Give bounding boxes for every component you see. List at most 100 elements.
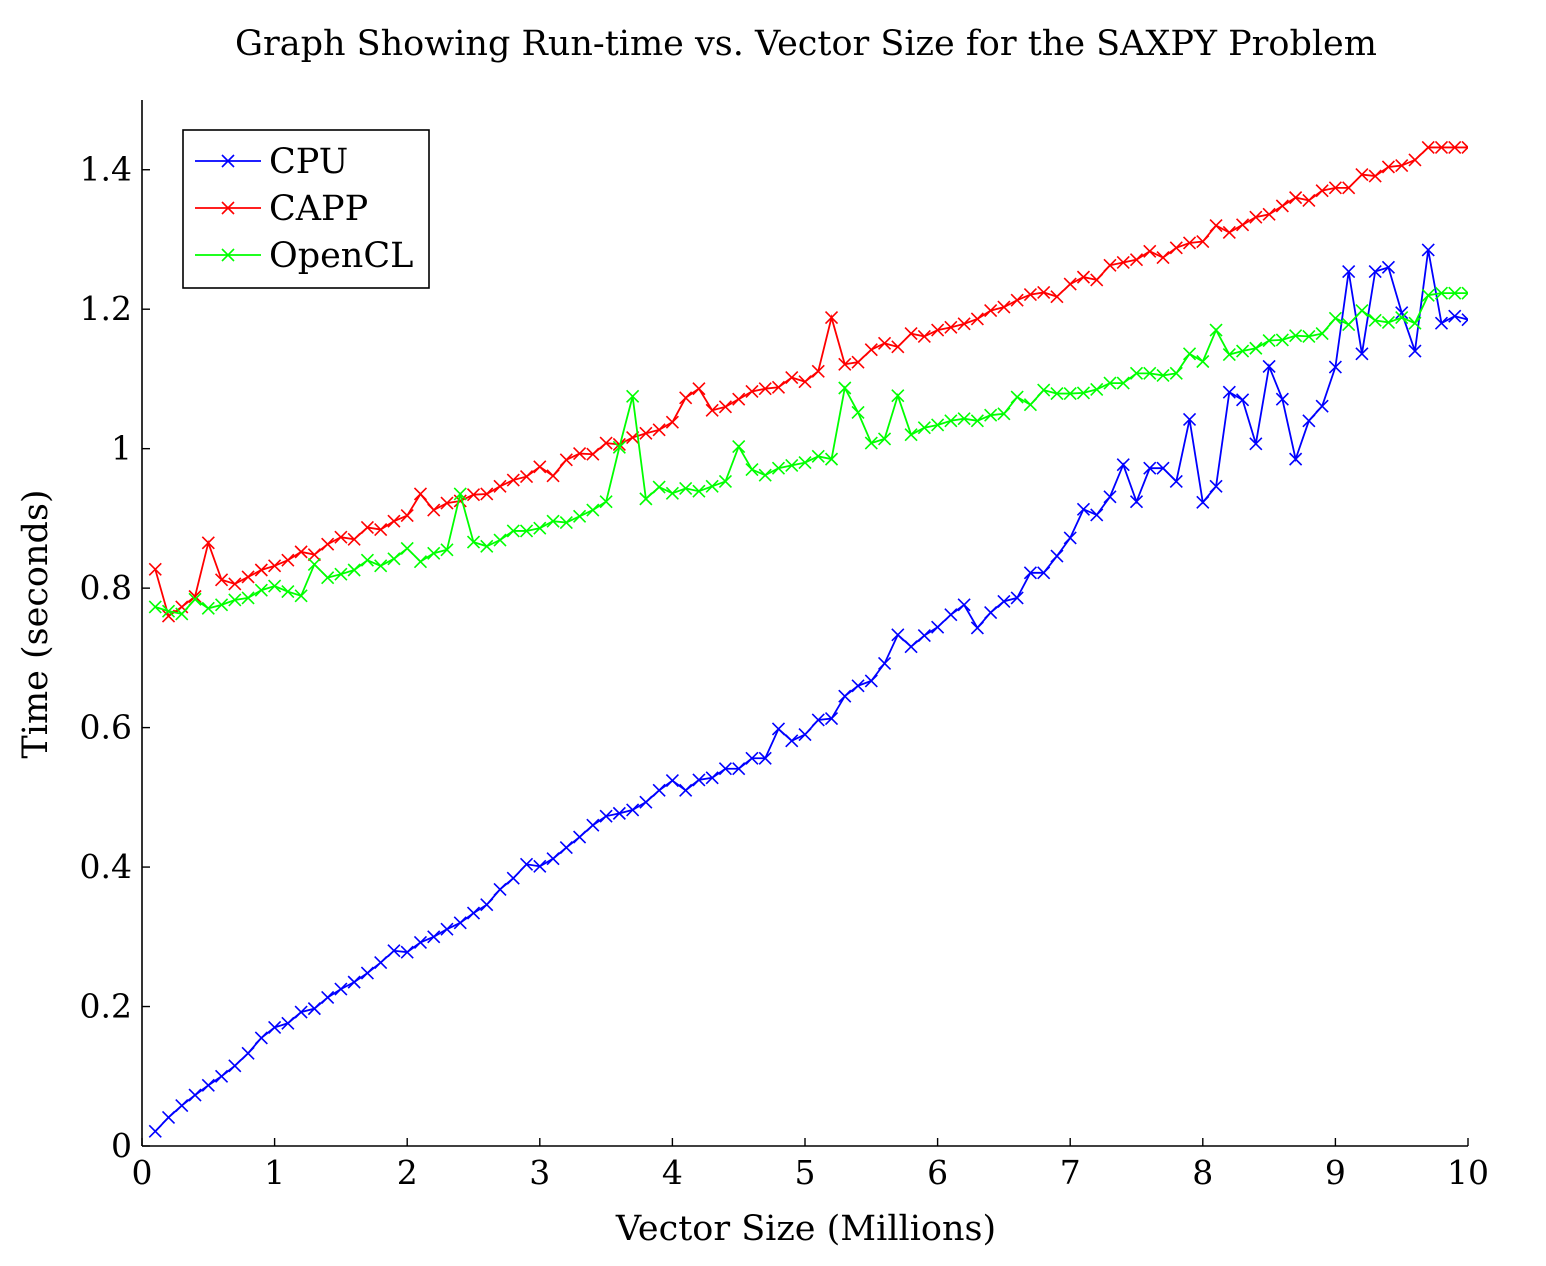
data-point-opencl — [573, 509, 587, 523]
data-point-capp — [427, 503, 441, 517]
data-point-opencl — [1434, 286, 1449, 300]
data-point-capp — [1434, 140, 1449, 154]
data-point-cpu — [679, 783, 693, 797]
data-point-capp — [1090, 273, 1104, 287]
data-point-cpu — [1063, 531, 1077, 545]
data-point-cpu — [440, 922, 454, 936]
data-point-cpu — [626, 803, 640, 817]
data-point-opencl — [214, 598, 229, 612]
data-point-capp — [1156, 251, 1170, 265]
data-point-opencl — [1182, 347, 1197, 361]
data-point-cpu — [917, 628, 931, 643]
data-point-opencl — [440, 543, 454, 557]
y-tick-label: 0.8 — [80, 568, 132, 607]
data-point-capp — [188, 589, 202, 604]
y-tick-label: 1.2 — [80, 289, 132, 328]
data-point-capp — [1302, 193, 1316, 207]
data-point-capp — [254, 563, 268, 577]
data-point-cpu — [904, 640, 918, 654]
legend-item-capp: CAPP — [195, 189, 368, 229]
data-point-opencl — [387, 552, 401, 566]
data-point-cpu — [652, 783, 666, 797]
data-point-opencl — [970, 414, 984, 428]
data-point-cpu — [1143, 461, 1157, 475]
series-line-cpu — [154, 249, 1468, 1132]
data-point-opencl — [1408, 316, 1422, 330]
data-point-capp — [559, 453, 573, 467]
legend-marker — [221, 154, 235, 168]
data-point-opencl — [1129, 366, 1144, 380]
data-point-cpu — [957, 598, 971, 612]
data-point-capp — [745, 384, 759, 399]
data-point-opencl — [519, 524, 534, 538]
data-point-capp — [400, 509, 414, 523]
data-point-capp — [970, 312, 984, 326]
data-point-cpu — [347, 975, 361, 989]
data-point-opencl — [148, 600, 162, 614]
data-point-capp — [785, 370, 799, 385]
data-point-opencl — [1143, 366, 1157, 380]
data-point-cpu — [1156, 461, 1170, 475]
y-tick-label: 0.2 — [80, 987, 132, 1026]
data-point-opencl — [1050, 387, 1064, 401]
data-point-opencl — [1395, 311, 1409, 325]
data-point-cpu — [1116, 458, 1130, 472]
y-tick-label: 1 — [111, 429, 132, 468]
data-point-cpu — [1037, 566, 1051, 580]
data-point-cpu — [1262, 359, 1276, 373]
data-point-opencl — [334, 567, 348, 581]
data-point-opencl — [785, 458, 799, 472]
data-point-opencl — [1037, 383, 1051, 397]
data-point-capp — [241, 570, 255, 584]
data-point-capp — [931, 323, 945, 337]
data-point-opencl — [1116, 376, 1130, 390]
data-point-opencl — [294, 589, 308, 603]
data-point-cpu — [599, 809, 613, 823]
data-point-cpu — [254, 1031, 268, 1045]
data-point-cpu — [201, 1078, 215, 1092]
data-point-opencl — [400, 541, 414, 555]
x-tick-label: 0 — [132, 1153, 153, 1192]
data-point-cpu — [758, 751, 772, 765]
data-point-capp — [1116, 255, 1130, 270]
data-point-cpu — [214, 1069, 229, 1083]
data-point-capp — [1289, 191, 1303, 205]
data-point-capp — [506, 473, 520, 487]
data-point-cpu — [732, 762, 746, 776]
data-point-capp — [1368, 169, 1382, 183]
data-point-cpu — [997, 594, 1011, 608]
data-point-opencl — [1103, 376, 1117, 390]
data-point-cpu — [1090, 508, 1104, 522]
data-point-capp — [798, 375, 812, 389]
data-point-capp — [1421, 140, 1435, 154]
data-point-opencl — [506, 524, 520, 538]
data-point-opencl — [652, 480, 666, 494]
data-point-cpu — [1103, 490, 1117, 504]
data-point-opencl — [877, 432, 892, 446]
x-tick-label: 4 — [662, 1153, 683, 1192]
data-point-cpu — [1209, 479, 1223, 493]
data-point-capp — [493, 479, 507, 493]
data-point-opencl — [281, 585, 295, 599]
x-tick-label: 5 — [795, 1153, 816, 1192]
data-point-cpu — [1434, 316, 1449, 330]
data-point-capp — [334, 530, 348, 544]
data-point-capp — [758, 382, 772, 396]
data-point-capp — [201, 536, 215, 550]
data-point-opencl — [1355, 304, 1369, 318]
y-tick-label: 0 — [111, 1126, 132, 1165]
data-point-opencl — [1342, 317, 1356, 332]
x-axis-label: Vector Size (Millions) — [615, 1209, 996, 1249]
data-point-cpu — [1342, 264, 1356, 279]
data-point-opencl — [374, 559, 388, 573]
legend-label-capp: CAPP — [269, 189, 368, 229]
data-point-capp — [1023, 287, 1037, 302]
data-point-opencl — [851, 405, 865, 419]
data-point-capp — [824, 311, 839, 325]
data-point-opencl — [1302, 329, 1316, 343]
data-point-opencl — [626, 389, 640, 403]
data-point-capp — [652, 423, 666, 437]
data-point-cpu — [1076, 502, 1091, 516]
data-point-capp — [1169, 241, 1183, 255]
data-point-cpu — [334, 982, 348, 996]
